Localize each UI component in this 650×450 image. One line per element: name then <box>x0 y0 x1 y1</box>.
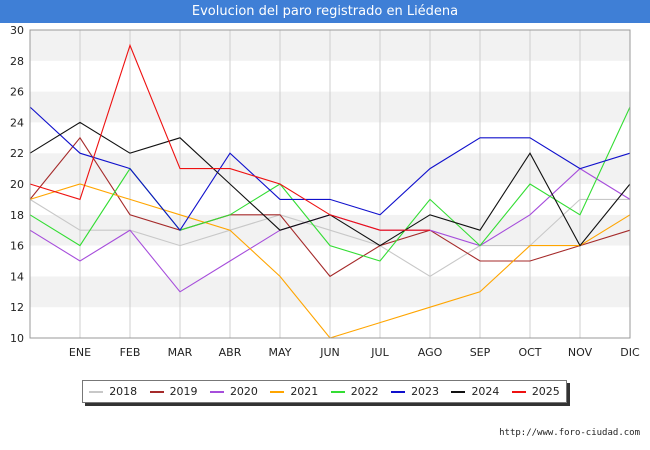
legend-item-2024: 2024 <box>451 385 499 398</box>
series-line-2023 <box>29 106 631 232</box>
legend-item-2018: 2018 <box>89 385 137 398</box>
chart-title: Evolucion del paro registrado en Liédena <box>0 0 650 23</box>
y-tick-label: 30 <box>10 24 24 37</box>
y-tick-label: 20 <box>10 178 24 191</box>
legend-label: 2019 <box>169 385 198 398</box>
legend-label: 2023 <box>411 385 440 398</box>
series-line-2025 <box>29 43 430 231</box>
plot-border <box>29 29 631 339</box>
y-tick-label: 26 <box>10 86 24 99</box>
x-tick-label: MAR <box>168 346 193 359</box>
legend-swatch <box>270 390 285 393</box>
x-tick-label: NOV <box>568 346 593 359</box>
legend-swatch <box>149 390 164 393</box>
legend-label: 2025 <box>531 385 560 398</box>
y-tick-label: 10 <box>10 332 24 345</box>
y-tick-label: 16 <box>10 240 24 253</box>
x-tick-label: AGO <box>418 346 443 359</box>
series-line-2019 <box>29 136 631 278</box>
y-tick-label: 28 <box>10 55 24 68</box>
x-tick-label: OCT <box>518 346 541 359</box>
legend-item-2023: 2023 <box>391 385 439 398</box>
x-tick-label: JUN <box>319 346 340 359</box>
legend-label: 2020 <box>229 385 258 398</box>
x-tick-label: FEB <box>120 346 141 359</box>
legend-swatch <box>391 390 406 393</box>
legend-item-2019: 2019 <box>149 385 198 398</box>
legend-swatch <box>209 390 224 393</box>
y-tick-label: 22 <box>10 147 24 160</box>
y-tick-label: 12 <box>10 301 24 314</box>
legend-swatch <box>451 390 466 393</box>
x-tick-label: ABR <box>219 346 242 359</box>
x-tick-label: MAY <box>269 346 292 359</box>
legend-swatch <box>330 390 345 393</box>
legend-item-2020: 2020 <box>209 385 258 398</box>
legend-item-2022: 2022 <box>330 385 379 398</box>
legend-swatch <box>89 390 104 393</box>
legend-label: 2022 <box>350 385 379 398</box>
y-tick-label: 14 <box>10 270 24 283</box>
y-axis-labels: 10 12 14 16 18 20 22 24 26 28 30 <box>10 24 24 345</box>
legend: 2018 2019 2020 2021 2022 2023 2024 2025 <box>82 380 567 403</box>
y-tick-label: 18 <box>10 209 24 222</box>
legend-label: 2021 <box>290 385 319 398</box>
legend-item-2021: 2021 <box>270 385 318 398</box>
legend-label: 2018 <box>109 385 138 398</box>
source-url: http://www.foro-ciudad.com <box>499 428 640 438</box>
x-tick-label: DIC <box>620 346 640 359</box>
y-tick-label: 24 <box>10 116 24 129</box>
x-axis-labels: ENE FEB MAR ABR MAY JUN JUL AGO SEP OCT NOV DIC <box>69 346 640 359</box>
x-tick-label: ENE <box>69 346 91 359</box>
legend-label: 2024 <box>471 385 500 398</box>
x-tick-label: SEP <box>470 346 491 359</box>
x-tick-label: JUL <box>370 346 389 359</box>
legend-swatch <box>511 390 526 393</box>
legend-item-2025: 2025 <box>511 385 560 398</box>
